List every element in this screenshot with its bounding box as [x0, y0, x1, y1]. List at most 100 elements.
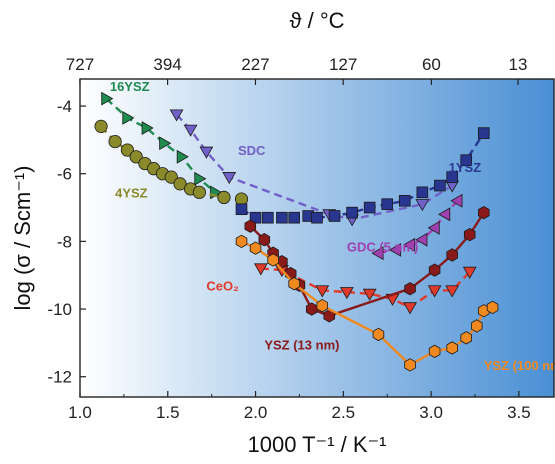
series-label: SDC: [238, 143, 266, 158]
data-point: [339, 287, 354, 300]
data-point: [470, 319, 483, 333]
x-axis-title: 1000 T⁻¹ / K⁻¹: [248, 432, 387, 457]
x-tick-label: 2.0: [244, 403, 268, 422]
series-gdc-5-nm: [371, 193, 463, 261]
x-tick-label: 3.0: [419, 403, 443, 422]
top-tick-label: 227: [241, 55, 269, 74]
x-tick-label: 1.5: [156, 403, 180, 422]
data-point: [388, 242, 402, 257]
data-point: [253, 263, 268, 276]
data-point: [311, 211, 323, 224]
data-point: [249, 241, 262, 255]
axis-layer: 1.0 1.5 2.0 2.5 3.0 3.5 -4 -6 -8 -10 -12 727 394 227 1…: [47, 55, 530, 422]
data-point: [438, 207, 451, 222]
series-label: GDC (5 nm): [347, 240, 419, 255]
data-point: [169, 109, 184, 122]
data-point: [305, 302, 318, 316]
data-point: [372, 327, 385, 342]
plot-frame: [79, 78, 555, 398]
y-tick-label: -8: [57, 232, 72, 251]
data-point: [416, 186, 429, 199]
data-point: [101, 91, 114, 106]
y-tick-label: -12: [47, 368, 72, 387]
series-label: 4YSZ: [115, 185, 148, 200]
series-label: CeO₂: [206, 278, 239, 293]
data-point: [176, 149, 189, 164]
data-point: [94, 119, 108, 133]
top-tick-label: 60: [422, 55, 441, 74]
top-tick-label: 127: [329, 55, 357, 74]
data-point: [235, 234, 248, 249]
data-point: [362, 288, 377, 301]
data-point: [328, 210, 341, 222]
data-point: [315, 285, 330, 298]
data-point: [288, 277, 300, 291]
data-point: [141, 121, 154, 135]
data-point: [477, 127, 490, 139]
data-point: [262, 211, 274, 224]
top-axis-title: ϑ / °C: [289, 8, 344, 33]
y-tick-label: -4: [57, 97, 72, 116]
data-point: [415, 232, 428, 247]
series-label: YSZ (100 nm): [484, 358, 555, 373]
data-point: [217, 190, 231, 205]
data-point: [398, 194, 411, 207]
data-point: [346, 206, 358, 219]
series-4ysz: [94, 119, 249, 206]
data-point: [486, 300, 499, 315]
data-point: [129, 150, 143, 164]
data-point: [478, 205, 490, 220]
series-label: 1YSZ: [449, 160, 482, 175]
data-point: [235, 203, 248, 216]
top-tick-label: 727: [66, 55, 94, 74]
data-point: [288, 211, 300, 224]
data-point: [427, 285, 442, 298]
data-point: [445, 285, 460, 298]
series-label: YSZ (13 nm): [264, 338, 339, 353]
data-point: [463, 227, 476, 242]
data-point: [428, 344, 441, 358]
data-point: [403, 237, 416, 252]
x-tick-label: 3.5: [507, 403, 531, 422]
data-point: [199, 146, 214, 159]
data-point: [244, 219, 257, 233]
data-point: [183, 124, 198, 137]
data-point: [434, 179, 446, 192]
data-point: [276, 211, 288, 224]
data-point: [194, 171, 207, 186]
data-point: [450, 193, 463, 208]
data-point: [460, 154, 473, 166]
data-point: [222, 172, 237, 185]
data-point: [403, 302, 417, 315]
series-layer: [94, 91, 499, 372]
data-point: [446, 248, 458, 262]
data-point: [173, 177, 187, 191]
series-ysz-100-nm: [235, 234, 499, 372]
data-point: [462, 266, 477, 279]
data-point: [120, 143, 135, 157]
data-point: [415, 199, 430, 212]
data-point: [371, 246, 384, 261]
data-point: [164, 170, 178, 184]
data-point: [446, 341, 458, 355]
data-point: [192, 185, 206, 199]
data-point: [404, 282, 416, 296]
x-tick-label: 2.5: [332, 403, 356, 422]
data-point: [363, 201, 376, 214]
y-tick-label: -10: [47, 300, 72, 319]
data-point: [234, 192, 249, 206]
data-point: [159, 136, 172, 151]
data-point: [446, 171, 458, 183]
series-label: 16YSZ: [110, 79, 150, 94]
series-1ysz: [235, 127, 490, 224]
data-point: [428, 263, 441, 277]
data-point: [316, 298, 329, 313]
top-tick-label: 394: [153, 55, 181, 74]
data-point: [427, 220, 440, 235]
data-point: [267, 253, 279, 267]
y-tick-label: -6: [57, 165, 72, 184]
x-tick-label: 1.0: [68, 403, 92, 422]
data-point: [460, 331, 472, 345]
series-ysz-13-nm: [244, 205, 490, 323]
